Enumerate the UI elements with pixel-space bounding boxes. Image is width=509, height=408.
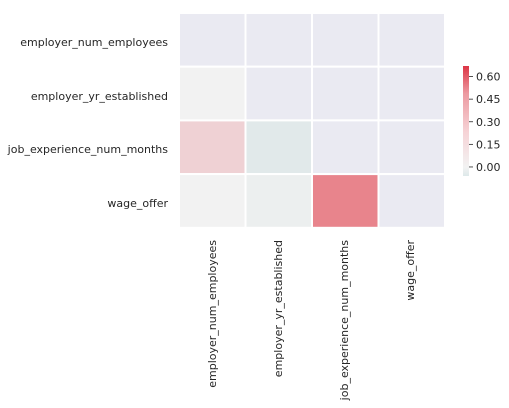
masked-cell-1-3 <box>377 65 446 122</box>
masked-cell-0-2 <box>311 12 380 68</box>
masked-cell-1-1 <box>244 65 313 122</box>
col-label-employer-yr-established: employer_yr_established <box>272 240 285 377</box>
heatmap-cell-1-0 <box>178 65 247 122</box>
masked-cell-3-3 <box>377 173 446 229</box>
col-label-employer-num-employees: employer_num_employees <box>206 240 219 388</box>
row-labels: employer_num_employees employer_yr_estab… <box>7 36 169 210</box>
masked-cell-2-3 <box>377 119 446 176</box>
masked-cell-2-2 <box>311 119 380 176</box>
col-label-wage-offer: wage_offer <box>404 240 417 301</box>
colorbar-tick-label: 0.60 <box>476 71 501 84</box>
heatmap-cell-3-2 <box>311 173 380 229</box>
heatmap-cell-3-0 <box>178 173 247 229</box>
heatmap-cells <box>178 12 446 229</box>
masked-cell-1-2 <box>311 65 380 122</box>
colorbar: 0.00 0.15 0.30 0.45 0.60 <box>463 66 501 176</box>
colorbar-tick-label: 0.15 <box>476 138 501 151</box>
colorbar-tick-label: 0.30 <box>476 116 501 129</box>
masked-cell-0-0 <box>178 12 247 68</box>
heatmap-cell-3-1 <box>244 173 313 229</box>
row-label-wage-offer: wage_offer <box>107 197 168 210</box>
masked-cell-0-3 <box>377 12 446 68</box>
colorbar-tick-label: 0.45 <box>476 93 501 106</box>
colorbar-tick-label: 0.00 <box>476 161 501 174</box>
colorbar-gradient <box>463 66 469 176</box>
masked-cell-0-1 <box>244 12 313 68</box>
heatmap-cell-2-1 <box>244 119 313 176</box>
column-labels: employer_num_employees employer_yr_estab… <box>206 240 417 402</box>
row-label-job-experience-num-months: job_experience_num_months <box>7 143 169 156</box>
row-label-employer-yr-established: employer_yr_established <box>31 90 168 103</box>
col-label-job-experience-num-months: job_experience_num_months <box>338 240 351 402</box>
colorbar-ticks: 0.00 0.15 0.30 0.45 0.60 <box>469 71 501 174</box>
row-label-employer-num-employees: employer_num_employees <box>20 36 168 49</box>
heatmap-cell-2-0 <box>178 119 247 176</box>
